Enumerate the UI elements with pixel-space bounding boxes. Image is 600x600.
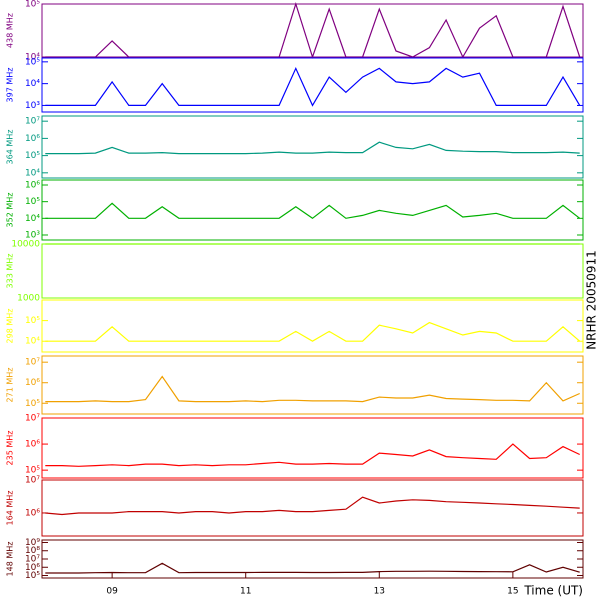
y-tick-label: 10⁴ [25,53,40,63]
panel-frame [41,115,584,179]
x-tick-label: 09 [106,587,118,597]
y-tick-label: 10⁶ [25,508,40,518]
y-axis-label: 333 MHz [6,254,15,289]
x-axis-label: Time (UT) [523,584,583,598]
series-line [45,66,581,107]
y-tick-label: 1000 [17,294,40,304]
y-tick-label: 10⁵ [25,197,40,207]
series-line [45,202,581,220]
panel-frame [41,299,584,353]
x-tick-label: 11 [240,587,251,597]
y-axis-label: 148 MHz [6,542,15,577]
y-tick-label: 10⁵ [25,399,40,409]
y-axis-label: 364 MHz [6,130,15,165]
panel-frame [41,417,584,479]
y-tick-label: 10⁵ [25,316,40,326]
x-tick-label: 13 [374,587,385,597]
y-tick-label: 10⁷ [25,476,40,486]
panel-frame [41,479,584,537]
y-tick-label: 10⁴ [25,214,40,224]
y-tick-label: 10⁷ [25,414,40,424]
y-tick-label: 10³ [25,230,40,240]
y-axis-label: 235 MHz [6,431,15,466]
panel-frame [41,179,584,241]
y-axis-label: 298 MHz [6,309,15,344]
series-line [45,321,581,342]
y-tick-label: 10⁷ [25,555,40,565]
y-tick-label: 10⁴ [25,79,40,89]
y-tick-label: 10⁴ [25,337,40,347]
y-tick-label: 10000 [11,240,40,250]
y-tick-label: 10⁵ [25,57,40,67]
series-line [45,562,580,574]
y-tick-label: 10⁶ [25,181,40,191]
series-line [45,141,580,155]
y-tick-label: 10⁵ [25,466,40,476]
y-axis-label: 164 MHz [6,491,15,526]
y-tick-label: 10⁴ [25,168,40,178]
panel-frame [41,243,584,299]
y-axis-label: 352 MHz [6,193,15,228]
y-tick-label: 10⁷ [25,358,40,368]
y-tick-label: 10⁵ [25,151,40,161]
y-tick-label: 10⁶ [25,563,40,573]
y-tick-label: 10⁵ [25,571,40,581]
y-axis-label: 438 MHz [6,13,15,48]
y-tick-label: 10⁶ [25,378,40,388]
panel-frame [41,355,584,415]
y-tick-label: 10³ [25,101,40,111]
y-axis-label: 397 MHz [6,68,15,103]
y-tick-label: 10⁷ [25,117,40,127]
y-axis-label: 271 MHz [6,368,15,403]
y-tick-label: 10⁶ [25,440,40,450]
panel-frame [41,57,584,113]
y-tick-label: 10⁸ [25,546,40,556]
side-label: NRHR 20050911 [585,250,599,350]
series-line [45,375,580,403]
series-line [45,496,580,516]
x-tick-label: 15 [507,587,518,597]
y-tick-label: 10⁹ [25,538,40,548]
y-tick-label: 10⁶ [25,134,40,144]
y-tick-label: 10⁵ [25,0,40,10]
series-line [45,443,580,467]
series-line [45,2,581,59]
